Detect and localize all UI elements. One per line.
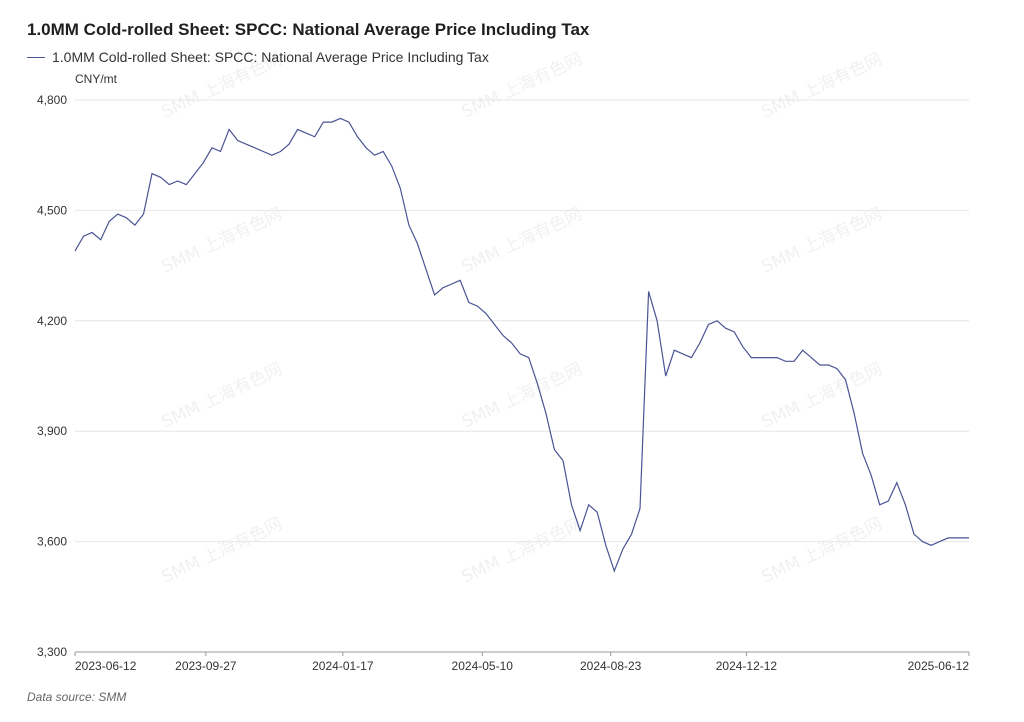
watermark-text: SMM 上海有色网 <box>159 204 286 277</box>
y-tick-label: 3,600 <box>37 535 67 549</box>
y-tick-label: 4,500 <box>37 203 67 217</box>
x-tick-label: 2023-06-12 <box>75 659 137 673</box>
watermark-text: SMM 上海有色网 <box>759 359 886 432</box>
y-axis-unit: CNY/mt <box>75 72 117 86</box>
x-tick-label: 2024-05-10 <box>452 659 514 673</box>
y-tick-label: 4,200 <box>37 314 67 328</box>
watermark-text: SMM 上海有色网 <box>459 359 586 432</box>
series-line[interactable] <box>74 117 969 573</box>
legend-line-swatch <box>27 56 45 58</box>
y-tick-label: 3,300 <box>37 645 67 659</box>
watermark-text: SMM 上海有色网 <box>159 49 286 122</box>
x-tick-label: 2025-06-12 <box>908 659 970 673</box>
grid-lines <box>75 99 969 543</box>
y-tick-label: 3,900 <box>37 424 67 438</box>
watermark-text: SMM 上海有色网 <box>459 49 586 122</box>
y-axis-ticks: 3,300 3,600 3,900 4,200 4,500 4,800 <box>37 93 67 659</box>
y-tick-label: 4,800 <box>37 93 67 107</box>
watermark-text: SMM 上海有色网 <box>759 514 886 587</box>
x-axis-ticks: 2023-06-12 2023-09-27 2024-01-17 2024-05-10… <box>74 652 970 673</box>
watermark-text: SMM 上海有色网 <box>459 514 586 587</box>
watermark-text: SMM 上海有色网 <box>759 49 886 122</box>
x-tick-label: 2024-12-12 <box>716 659 778 673</box>
x-tick-label: 2024-08-23 <box>580 659 642 673</box>
chart-title: 1.0MM Cold-rolled Sheet: SPCC: National … <box>27 20 590 39</box>
data-source-note: Data source: SMM <box>27 690 127 704</box>
x-tick-label: 2024-01-17 <box>312 659 374 673</box>
watermark-text: SMM 上海有色网 <box>159 514 286 587</box>
watermark-text: SMM 上海有色网 <box>759 204 886 277</box>
x-tick-label: 2023-09-27 <box>175 659 237 673</box>
watermark-text: SMM 上海有色网 <box>459 204 586 277</box>
legend-label: 1.0MM Cold-rolled Sheet: SPCC: National … <box>52 49 489 65</box>
watermark-text: SMM 上海有色网 <box>159 359 286 432</box>
chart-legend[interactable]: 1.0MM Cold-rolled Sheet: SPCC: National … <box>27 49 489 65</box>
